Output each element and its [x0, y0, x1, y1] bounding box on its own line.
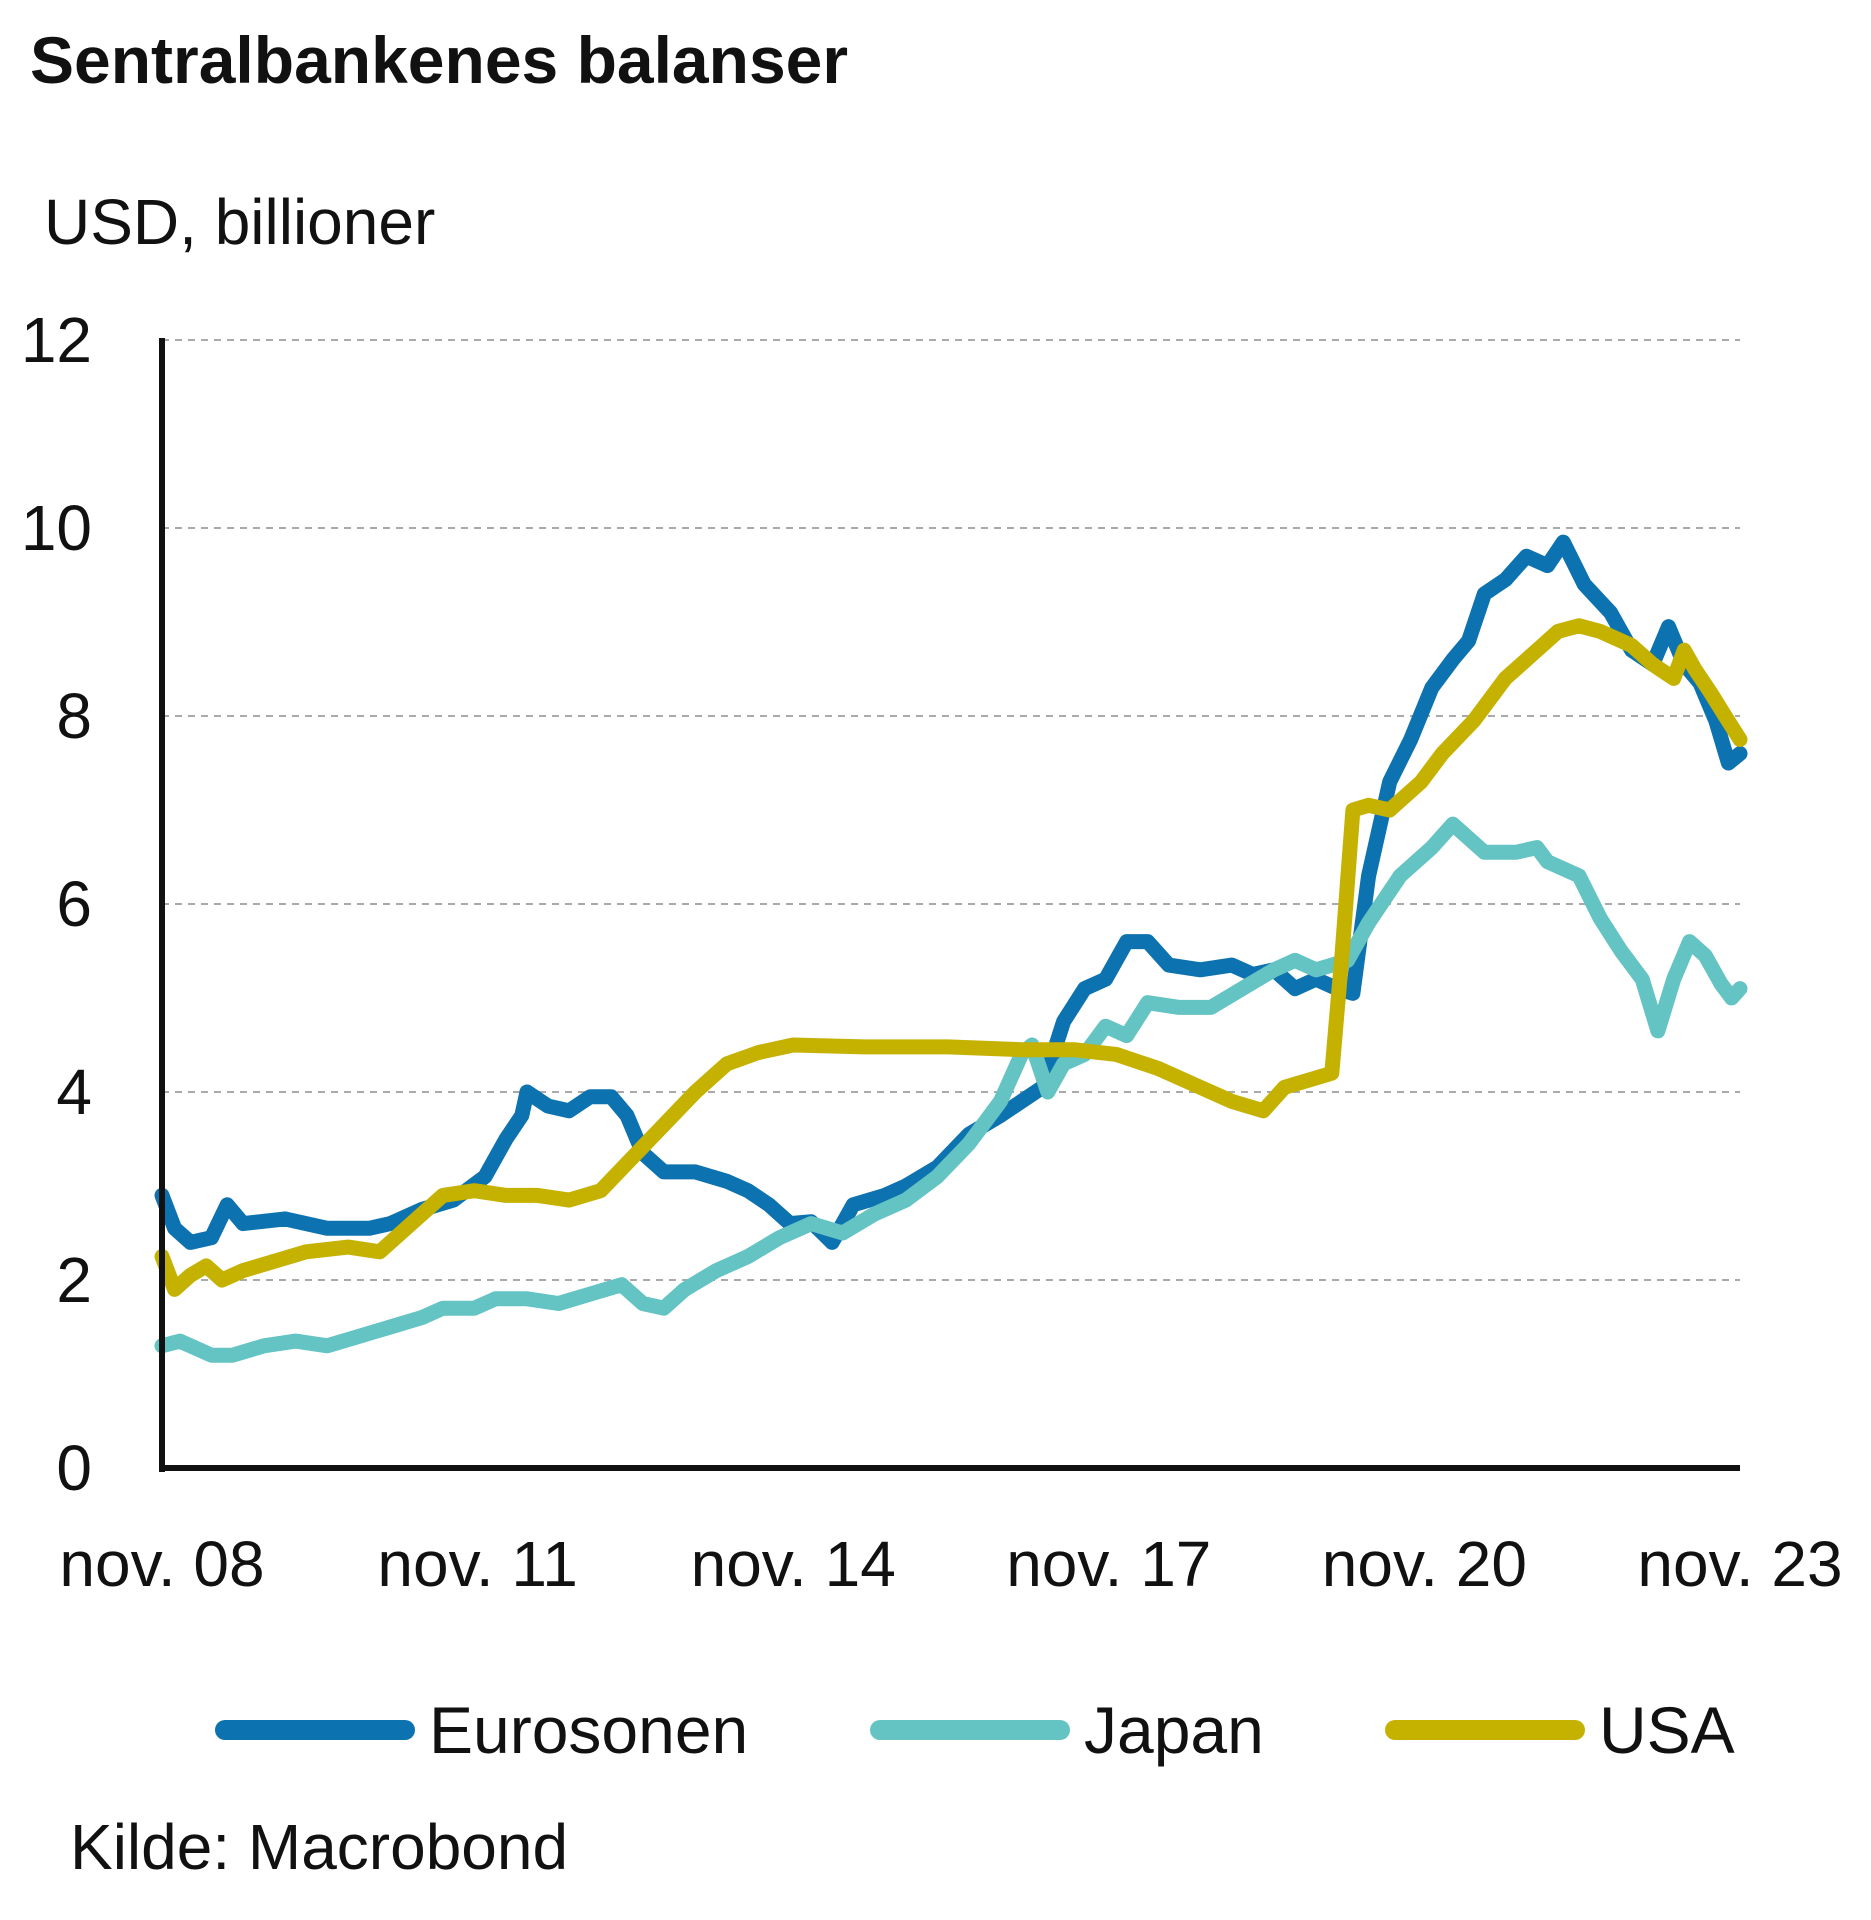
- legend-item-japan: Japan: [870, 1680, 1264, 1780]
- series-line-eurosonen: [154, 534, 1748, 1250]
- y-tick-label: 10: [21, 492, 92, 564]
- axes: [159, 338, 1740, 1472]
- legend-swatch: [215, 1720, 415, 1740]
- legend-swatch: [1385, 1720, 1585, 1740]
- chart-title: Sentralbankenes balanser: [30, 23, 849, 97]
- legend-label: Eurosonen: [429, 1693, 749, 1767]
- x-tick-label: nov. 20: [1322, 1528, 1527, 1600]
- y-tick-label: 6: [56, 868, 92, 940]
- x-tick-label: nov. 14: [691, 1528, 896, 1600]
- legend-label: Japan: [1084, 1693, 1264, 1767]
- gridlines: [162, 339, 1740, 1281]
- series-line-usa: [154, 618, 1748, 1297]
- x-tick-label: nov. 11: [377, 1528, 577, 1600]
- series-lines: [154, 534, 1748, 1363]
- legend-item-usa: USA: [1385, 1680, 1735, 1780]
- x-tick-label: nov. 23: [1637, 1528, 1842, 1600]
- y-tick-label: 12: [21, 304, 92, 376]
- series-line-japan: [154, 816, 1748, 1363]
- legend-swatch: [870, 1720, 1070, 1740]
- y-tick-label: 0: [56, 1432, 92, 1504]
- y-tick-label: 2: [56, 1244, 92, 1316]
- x-tick-label: nov. 08: [59, 1528, 264, 1600]
- legend: Eurosonen Japan USA: [0, 1680, 1871, 1780]
- y-tick-label: 4: [56, 1056, 92, 1128]
- source-note: Kilde: Macrobond: [70, 1811, 569, 1883]
- x-tick-label: nov. 17: [1006, 1528, 1211, 1600]
- x-axis-ticks: nov. 08 nov. 11 nov. 14 nov. 17 nov. 20 nov. …: [59, 1528, 1842, 1600]
- y-axis-unit-label: USD, billioner: [44, 186, 436, 258]
- legend-item-eurosonen: Eurosonen: [215, 1680, 748, 1780]
- legend-label: USA: [1599, 1693, 1735, 1767]
- y-tick-label: 8: [56, 680, 92, 752]
- y-axis-ticks: 0 2 4 6 8 10 12: [21, 304, 92, 1504]
